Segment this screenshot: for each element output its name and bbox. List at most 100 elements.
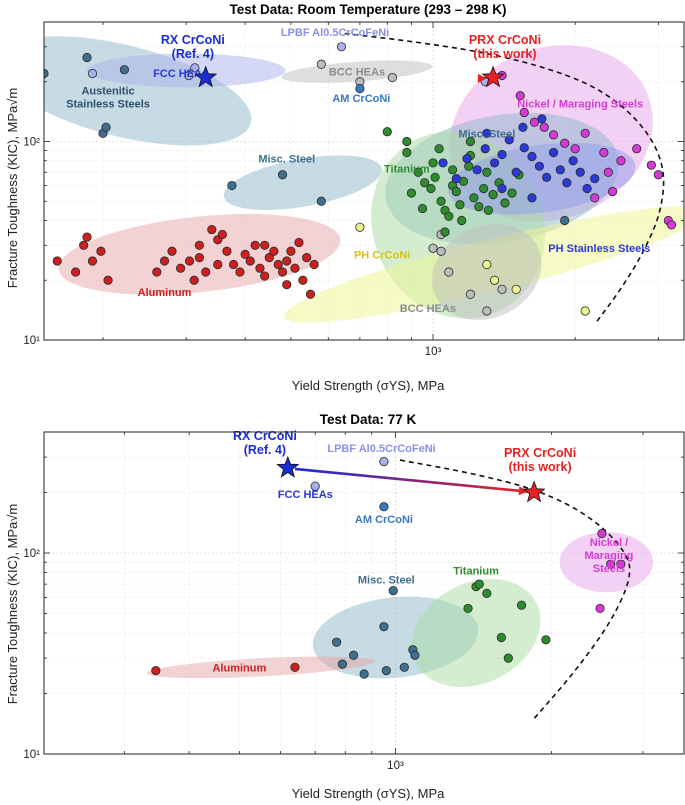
point-bcc-heas [497, 284, 507, 294]
point-ph-crconi [511, 284, 521, 294]
point-titanium [479, 183, 489, 194]
point-bcc-heas [316, 59, 326, 69]
point-austenitic-stainless-steels [82, 52, 92, 63]
point-nickel-maraging-steels [599, 147, 609, 158]
improvement-arrow-head [477, 73, 487, 83]
point-aluminum [103, 275, 113, 285]
x-tick-label: 10³ [425, 346, 442, 358]
point-aluminum [302, 253, 312, 263]
point-aluminum [277, 267, 288, 277]
point-ph-stainless-steels [451, 174, 461, 184]
point-nickel-maraging-steels [595, 603, 605, 614]
point-titanium [503, 653, 513, 663]
prx-star-marker [481, 65, 505, 88]
point-aluminum [151, 665, 161, 676]
point-titanium [434, 144, 444, 154]
point-aluminum [184, 256, 195, 266]
performance-frontier-curve [344, 32, 665, 325]
point-titanium [507, 188, 517, 198]
point-am-crconi [355, 83, 365, 94]
point-fcc-heas [184, 70, 194, 81]
point-misc-steel [399, 662, 409, 672]
point-ph-stainless-steels [537, 114, 547, 124]
point-misc-steel [277, 170, 288, 180]
y-axis-label: Fracture Toughness (KIC), MPa√m [5, 88, 20, 289]
y-axis-label: Fracture Toughness (KIC), MPa√m [5, 504, 20, 705]
region-label: Austenitic Stainless Steels [66, 85, 150, 110]
point-misc-steel [388, 586, 398, 596]
point-ph-stainless-steels [568, 156, 578, 166]
point-aluminum [282, 256, 292, 266]
point-nickel-maraging-steels [653, 170, 663, 180]
point-titanium [402, 147, 412, 158]
point-nickel-maraging-steels [590, 193, 600, 203]
point-ph-stainless-steels [504, 135, 514, 145]
point-ph-stainless-steels [497, 149, 507, 160]
point-titanium [482, 167, 492, 177]
point-aluminum [189, 275, 199, 285]
x-axis-label: Yield Strength (σYS), MPa [292, 786, 446, 801]
point-misc-steel [332, 637, 342, 647]
point-bcc-heas [444, 267, 454, 277]
region-label: Misc. Steel [258, 154, 315, 166]
region-label: PH Stainless Steels [548, 243, 650, 255]
point-austenitic-stainless-steels [101, 122, 111, 132]
rx-label: RX CrCoNi (Ref. 4) [161, 33, 225, 61]
point-ph-stainless-steels [480, 144, 490, 154]
prx-label: PRX CrCoNi (this work) [469, 33, 541, 61]
room-temperature-panel: Test Data: Room Temperature (293 – 298 K… [5, 2, 685, 393]
point-titanium [463, 603, 473, 614]
point-ph-stainless-steels [555, 165, 565, 175]
point-titanium [541, 635, 551, 645]
point-nickel-maraging-steels [632, 144, 642, 154]
point-titanium [474, 201, 484, 212]
point-ph-crconi [489, 275, 500, 285]
point-nickel-maraging-steels [539, 122, 549, 132]
point-titanium [436, 196, 446, 206]
point-aluminum [87, 256, 98, 266]
rx-star-marker [276, 455, 300, 478]
point-nickel-maraging-steels [515, 91, 525, 101]
point-misc-steel [359, 669, 369, 679]
point-aluminum [71, 267, 81, 277]
fcc-label: FCC HEAs [278, 489, 333, 501]
point-ph-stainless-steels [519, 143, 529, 153]
region-label: PH CrCoNi [354, 249, 410, 261]
point-aluminum [286, 246, 296, 256]
region-label: Titanium [384, 164, 430, 176]
point-fcc-heas [190, 63, 200, 73]
point-ph-stainless-steels [497, 183, 507, 194]
point-aluminum [269, 246, 279, 256]
point-nickel-maraging-steels [560, 138, 570, 148]
region-label: Nickel / Maraging Steels [585, 537, 634, 575]
point-aluminum [217, 229, 227, 240]
region-label: BCC HEAs [329, 67, 385, 79]
chart-title: Test Data: Room Temperature (293 – 298 K… [229, 2, 506, 17]
point-ph-stainless-steels [482, 128, 492, 138]
plot-frame [43, 21, 685, 341]
point-ph-stainless-steels [575, 167, 585, 177]
point-titanium [474, 579, 484, 589]
point-aluminum [222, 246, 232, 256]
point-aluminum [52, 256, 62, 266]
point-ph-crconi [580, 306, 590, 316]
rx-star-marker [194, 65, 218, 88]
point-titanium [516, 600, 527, 610]
point-aluminum [96, 246, 106, 256]
point-bcc-heas [436, 246, 446, 256]
point-misc-steel [348, 650, 359, 660]
point-aluminum [194, 253, 204, 263]
point-titanium [483, 205, 494, 215]
point-ph-stainless-steels [511, 167, 521, 177]
point-aluminum [255, 263, 265, 273]
point-aluminum [305, 289, 316, 299]
point-misc-steel [227, 180, 237, 191]
region-bcc-heas-bottom- [432, 224, 542, 320]
cryogenic-panel: Test Data: 77 K Misc. Steel Titanium Alumi… [5, 412, 685, 801]
point-titanium [428, 158, 438, 168]
y-tick-label: 10¹ [23, 335, 40, 347]
point-austenitic-stainless-steels [44, 68, 49, 79]
point-titanium [465, 136, 476, 147]
point-aluminum [167, 246, 177, 256]
point-ph-stainless-steels [489, 158, 500, 168]
